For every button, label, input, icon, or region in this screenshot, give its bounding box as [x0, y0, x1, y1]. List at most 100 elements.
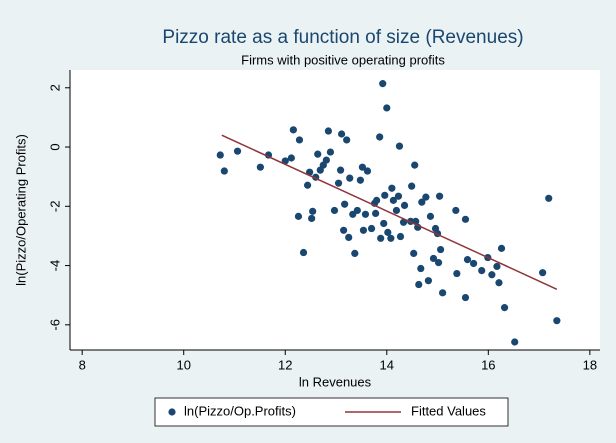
- scatter-point: [363, 167, 372, 175]
- scatter-point: [383, 104, 391, 112]
- x-tick-label: 18: [583, 357, 597, 372]
- scatter-point: [330, 206, 339, 215]
- scatter-point: [377, 234, 385, 242]
- scatter-point: [408, 182, 416, 190]
- scatter-point: [340, 226, 348, 234]
- y-tick-label: -4: [47, 260, 62, 272]
- scatter-point: [395, 142, 404, 150]
- scatter-point: [396, 232, 405, 241]
- scatter-point: [488, 271, 496, 279]
- scatter-point: [497, 244, 506, 252]
- x-tick-label: 16: [481, 357, 495, 372]
- scatter-point: [424, 277, 433, 285]
- scatter-point: [322, 156, 330, 164]
- scatter-point: [553, 317, 561, 325]
- scatter-point: [379, 80, 387, 88]
- scatter-point: [429, 254, 438, 263]
- scatter-point: [500, 304, 509, 312]
- scatter-point: [309, 207, 317, 215]
- scatter-point: [452, 206, 460, 215]
- scatter-point: [294, 212, 303, 220]
- scatter-point: [220, 167, 228, 175]
- scatter-point: [359, 226, 368, 234]
- scatter-point: [410, 249, 418, 258]
- scatter-point: [299, 248, 308, 257]
- legend-label: ln(Pizzo/Op.Profits): [184, 403, 296, 418]
- scatter-point: [389, 196, 397, 204]
- x-tick-label: 8: [79, 357, 86, 372]
- scatter-point: [346, 174, 354, 182]
- scatter-point: [326, 148, 335, 156]
- scatter-point: [417, 264, 425, 273]
- scatter-point: [345, 233, 353, 242]
- scatter-point: [376, 133, 384, 141]
- scatter-point: [308, 214, 316, 223]
- scatter-point: [256, 163, 264, 171]
- scatter-point: [287, 154, 295, 162]
- scatter-point: [422, 193, 430, 201]
- scatter-point: [336, 166, 345, 174]
- scatter-point: [418, 198, 426, 206]
- y-tick-label: 0: [47, 143, 62, 150]
- scatter-point: [303, 181, 312, 189]
- x-tick-label: 12: [278, 357, 292, 372]
- scatter-point: [399, 218, 408, 226]
- scatter-point: [341, 200, 349, 208]
- scatter-point: [400, 201, 409, 210]
- scatter-point: [381, 191, 389, 199]
- x-tick-label: 14: [380, 357, 394, 372]
- y-tick-label: -6: [47, 319, 62, 331]
- y-tick-label: 2: [47, 84, 62, 91]
- y-axis-label: ln(Pizzo/Operating Profits): [13, 134, 28, 286]
- scatter-point: [434, 258, 443, 267]
- scatter-point: [415, 280, 423, 289]
- scatter-point: [373, 196, 381, 204]
- chart-subtitle: Firms with positive operating profits: [241, 52, 445, 67]
- scatter-point: [461, 293, 470, 302]
- scatter-point: [367, 224, 376, 233]
- scatter-point: [539, 269, 547, 277]
- scatter-point: [511, 338, 519, 346]
- legend-label: Fitted Values: [411, 403, 486, 418]
- scatter-point: [388, 184, 396, 192]
- scatter-point: [216, 151, 224, 159]
- scatter-point: [380, 219, 388, 228]
- scatter-point: [351, 249, 359, 258]
- scatter-point: [387, 234, 395, 242]
- fitted-line: [221, 134, 558, 290]
- legend-box: [154, 397, 509, 427]
- scatter-point: [337, 130, 346, 138]
- scatter-point: [426, 212, 435, 220]
- scatter-point: [495, 279, 503, 287]
- scatter-point: [392, 206, 401, 215]
- scatter-point: [394, 192, 403, 200]
- scatter-point: [289, 126, 297, 134]
- scatter-point: [453, 269, 461, 278]
- scatter-point: [334, 179, 343, 187]
- y-tick-label: -2: [47, 201, 62, 213]
- chart-title: Pizzo rate as a function of size (Revenu…: [162, 27, 523, 48]
- scatter-point: [372, 209, 380, 218]
- scatter-point: [411, 161, 419, 169]
- scatter-point: [545, 194, 553, 202]
- scatter-point: [439, 289, 447, 297]
- scatter-point: [358, 163, 367, 171]
- scatter-point: [493, 262, 501, 271]
- scatter-point: [324, 127, 333, 135]
- legend-symbol: [168, 408, 176, 416]
- scatter-point: [384, 228, 392, 236]
- scatter-point: [314, 150, 322, 158]
- scatter-point: [469, 259, 478, 268]
- x-axis-label: ln Revenues: [299, 374, 372, 389]
- scatter-point: [361, 210, 370, 218]
- scatter-point: [353, 206, 361, 215]
- scatter-point: [343, 136, 351, 144]
- scatter-point: [295, 136, 304, 144]
- scatter-point: [461, 215, 470, 223]
- scatter-point: [436, 245, 445, 254]
- scatter-point: [435, 192, 444, 200]
- scatter-point: [478, 266, 486, 275]
- x-tick-label: 10: [176, 357, 190, 372]
